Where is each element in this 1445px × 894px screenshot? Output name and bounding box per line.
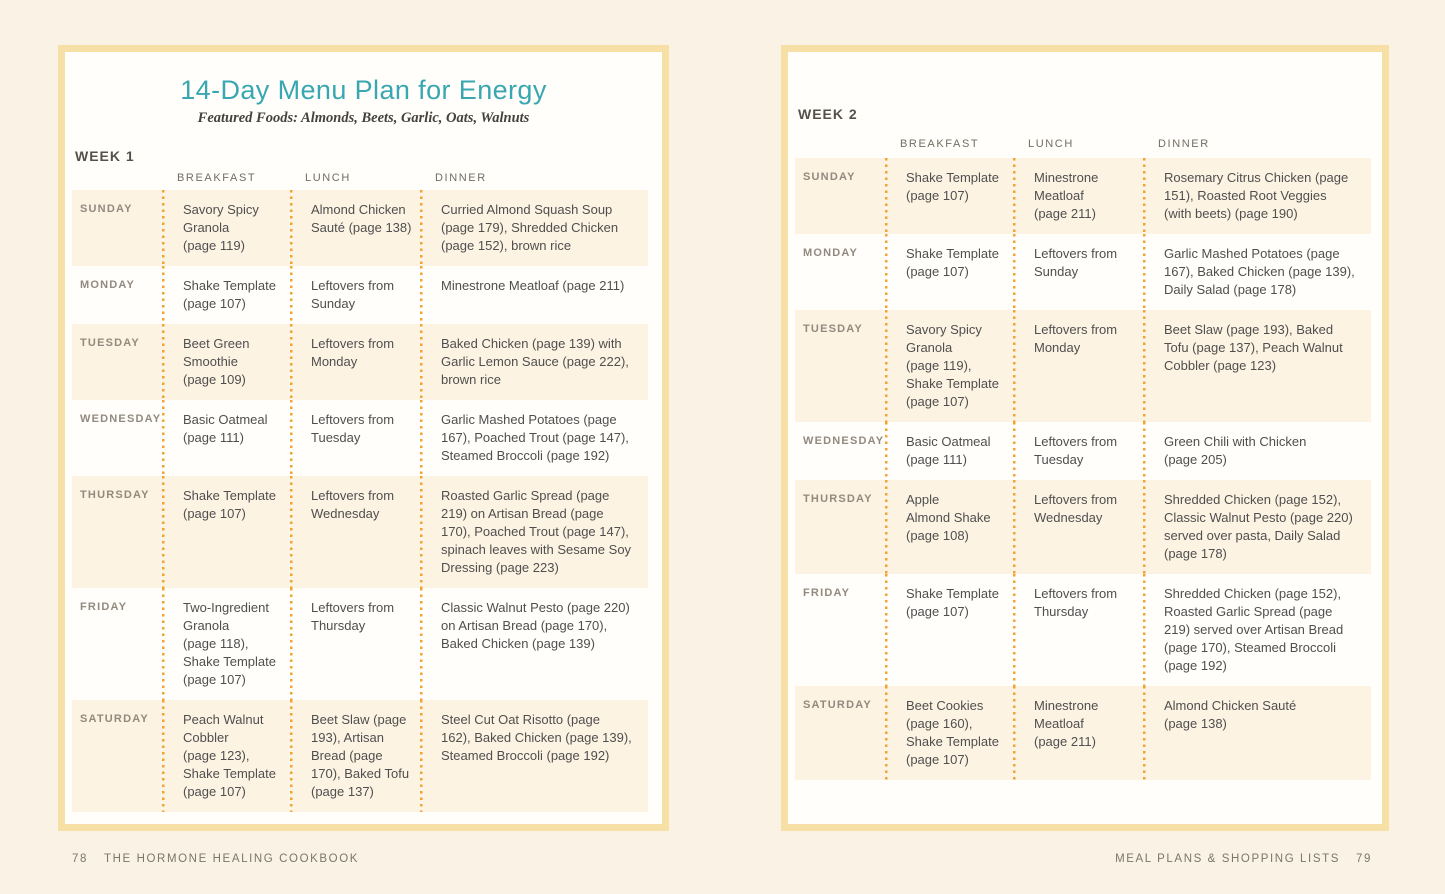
day-label: SUNDAY [80, 203, 133, 215]
menu-row-friday: FRIDAY Shake Template (page 107) Leftove… [795, 574, 1371, 686]
day-label: THURSDAY [803, 493, 873, 505]
dinner-cell: Garlic Mashed Potatoes (page 167), Baked… [1143, 234, 1371, 310]
breakfast-cell: Savory Spicy Granola (page 119) [162, 190, 290, 266]
menu-row-tuesday: TUESDAY Savory Spicy Granola (page 119),… [795, 310, 1371, 422]
dinner-cell: Minestrone Meatloaf (page 211) [420, 266, 648, 324]
menu-row-thursday: THURSDAY Apple Almond Shake (page 108) L… [795, 480, 1371, 574]
week2-label: WEEK 2 [798, 106, 858, 122]
lunch-cell: Leftovers from Thursday [1013, 574, 1143, 686]
breakfast-cell: Beet Green Smoothie (page 109) [162, 324, 290, 400]
day-label: THURSDAY [80, 489, 150, 501]
lunch-cell: Leftovers from Wednesday [290, 476, 420, 588]
menu-row-sunday: SUNDAY Shake Template (page 107) Minestr… [795, 158, 1371, 234]
lunch-cell: Leftovers from Sunday [1013, 234, 1143, 310]
day-label: MONDAY [80, 279, 136, 291]
breakfast-cell: Two-Ingredient Granola (page 118), Shake… [162, 588, 290, 700]
dinner-cell: Almond Chicken Sauté (page 138) [1143, 686, 1371, 780]
breakfast-cell: Shake Template (page 107) [885, 158, 1013, 234]
featured-foods-subtitle: Featured Foods: Almonds, Beets, Garlic, … [197, 110, 530, 126]
day-label: SATURDAY [80, 713, 149, 725]
lunch-cell: Minestrone Meatloaf (page 211) [1013, 686, 1143, 780]
column-header-breakfast: BREAKFAST [177, 172, 257, 184]
dinner-cell: Curried Almond Squash Soup (page 179), S… [420, 190, 648, 266]
breakfast-cell: Basic Oatmeal (page 111) [162, 400, 290, 476]
dinner-cell: Rosemary Citrus Chicken (page 151), Roas… [1143, 158, 1371, 234]
lunch-cell: Leftovers from Monday [290, 324, 420, 400]
lunch-cell: Minestrone Meatloaf (page 211) [1013, 158, 1143, 234]
lunch-cell: Leftovers from Sunday [290, 266, 420, 324]
lunch-cell: Leftovers from Wednesday [1013, 480, 1143, 574]
column-header-dinner: DINNER [1158, 138, 1210, 150]
menu-row-wednesday: WEDNESDAY Basic Oatmeal (page 111) Lefto… [795, 422, 1371, 480]
dinner-cell: Green Chili with Chicken (page 205) [1143, 422, 1371, 480]
breakfast-cell: Shake Template (page 107) [162, 266, 290, 324]
menu-row-sunday: SUNDAY Savory Spicy Granola (page 119) A… [72, 190, 648, 266]
breakfast-cell: Savory Spicy Granola (page 119), Shake T… [885, 310, 1013, 422]
week1-label: WEEK 1 [75, 148, 135, 164]
day-label: TUESDAY [803, 323, 863, 335]
left-page-number: 78 [72, 853, 88, 865]
week2-menu-table: SUNDAY Shake Template (page 107) Minestr… [795, 158, 1371, 780]
spacer [72, 172, 162, 184]
menu-row-monday: MONDAY Shake Template (page 107) Leftove… [795, 234, 1371, 310]
lunch-cell: Leftovers from Monday [1013, 310, 1143, 422]
lunch-cell: Leftovers from Tuesday [290, 400, 420, 476]
breakfast-cell: Beet Cookies (page 160), Shake Template … [885, 686, 1013, 780]
day-label: MONDAY [803, 247, 859, 259]
dinner-cell: Shredded Chicken (page 152), Roasted Gar… [1143, 574, 1371, 686]
day-label: FRIDAY [803, 587, 851, 599]
lunch-cell: Leftovers from Thursday [290, 588, 420, 700]
dinner-cell: Roasted Garlic Spread (page 219) on Arti… [420, 476, 648, 588]
breakfast-cell: Peach Walnut Cobbler (page 123), Shake T… [162, 700, 290, 812]
menu-row-saturday: SATURDAY Peach Walnut Cobbler (page 123)… [72, 700, 648, 812]
menu-row-thursday: THURSDAY Shake Template (page 107) Lefto… [72, 476, 648, 588]
left-page: 14-Day Menu Plan for Energy Featured Foo… [58, 45, 669, 831]
dinner-cell: Garlic Mashed Potatoes (page 167), Poach… [420, 400, 648, 476]
day-label: SATURDAY [803, 699, 872, 711]
day-label: SUNDAY [803, 171, 856, 183]
lunch-cell: Leftovers from Tuesday [1013, 422, 1143, 480]
day-label: WEDNESDAY [803, 435, 885, 447]
week1-menu-table: SUNDAY Savory Spicy Granola (page 119) A… [72, 190, 648, 812]
day-label: TUESDAY [80, 337, 140, 349]
breakfast-cell: Shake Template (page 107) [885, 234, 1013, 310]
dinner-cell: Steel Cut Oat Risotto (page 162), Baked … [420, 700, 648, 812]
day-label: FRIDAY [80, 601, 128, 613]
right-page: WEEK 2 BREAKFAST LUNCH DINNER SUNDAY Sha… [781, 45, 1389, 831]
breakfast-cell: Shake Template (page 107) [885, 574, 1013, 686]
column-header-breakfast: BREAKFAST [900, 138, 980, 150]
menu-row-monday: MONDAY Shake Template (page 107) Leftove… [72, 266, 648, 324]
section-title: MEAL PLANS & SHOPPING LISTS [1115, 853, 1340, 865]
spacer [795, 138, 885, 150]
day-label: WEDNESDAY [80, 413, 162, 425]
menu-row-friday: FRIDAY Two-Ingredient Granola (page 118)… [72, 588, 648, 700]
book-title: THE HORMONE HEALING COOKBOOK [104, 853, 360, 865]
column-header-dinner: DINNER [435, 172, 487, 184]
dinner-cell: Beet Slaw (page 193), Baked Tofu (page 1… [1143, 310, 1371, 422]
lunch-cell: Beet Slaw (page 193), Artisan Bread (pag… [290, 700, 420, 812]
right-footer: MEAL PLANS & SHOPPING LISTS 79 [1115, 853, 1372, 865]
lunch-cell: Almond Chicken Sauté (page 138) [290, 190, 420, 266]
breakfast-cell: Apple Almond Shake (page 108) [885, 480, 1013, 574]
dinner-cell: Shredded Chicken (page 152), Classic Wal… [1143, 480, 1371, 574]
left-footer: 78 THE HORMONE HEALING COOKBOOK [72, 853, 359, 865]
week1-column-headers: BREAKFAST LUNCH DINNER [72, 172, 648, 184]
dinner-cell: Baked Chicken (page 139) with Garlic Lem… [420, 324, 648, 400]
right-page-number: 79 [1356, 853, 1372, 865]
page-title: 14-Day Menu Plan for Energy [180, 75, 547, 105]
menu-row-tuesday: TUESDAY Beet Green Smoothie (page 109) L… [72, 324, 648, 400]
column-header-lunch: LUNCH [305, 172, 351, 184]
column-header-lunch: LUNCH [1028, 138, 1074, 150]
week2-column-headers: BREAKFAST LUNCH DINNER [795, 138, 1371, 150]
breakfast-cell: Shake Template (page 107) [162, 476, 290, 588]
breakfast-cell: Basic Oatmeal (page 111) [885, 422, 1013, 480]
menu-row-wednesday: WEDNESDAY Basic Oatmeal (page 111) Lefto… [72, 400, 648, 476]
menu-row-saturday: SATURDAY Beet Cookies (page 160), Shake … [795, 686, 1371, 780]
dinner-cell: Classic Walnut Pesto (page 220) on Artis… [420, 588, 648, 700]
